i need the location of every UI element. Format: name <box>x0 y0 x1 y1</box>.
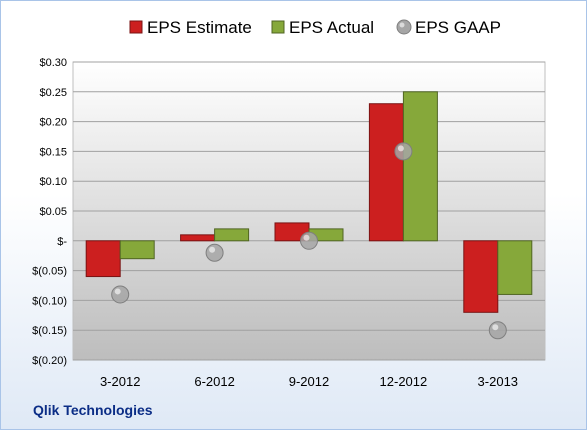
y-tick-label: $0.10 <box>39 176 67 188</box>
legend-label-eps-gaap: EPS GAAP <box>415 18 501 37</box>
x-tick-label: 9-2012 <box>289 374 329 389</box>
x-tick-label: 6-2012 <box>194 374 234 389</box>
bar-eps-actual <box>119 240 155 260</box>
marker-eps-gaap <box>300 231 318 250</box>
x-axis: 3-2012 6-2012 9-2012 12-2012 3-2013 <box>100 374 518 389</box>
y-tick-label: $(0.05) <box>32 266 67 278</box>
marker-eps-gaap <box>111 285 130 304</box>
legend-swatch-eps-actual <box>271 20 285 34</box>
marker-highlight <box>303 234 310 241</box>
bar-series <box>85 91 533 313</box>
marker-highlight <box>492 324 499 331</box>
y-tick-label: $(0.20) <box>32 355 67 367</box>
bar-eps-estimate <box>368 103 404 242</box>
y-tick-label: $0.05 <box>39 206 67 218</box>
bar-eps-estimate <box>180 234 216 242</box>
bar-eps-actual <box>402 91 438 242</box>
marker-eps-gaap <box>205 243 224 262</box>
y-tick-label: $(0.15) <box>32 325 67 337</box>
gaap-markers <box>111 142 507 340</box>
legend-label-eps-actual: EPS Actual <box>289 18 374 37</box>
y-tick-label: $0.30 <box>39 57 67 69</box>
x-tick-label: 12-2012 <box>380 374 428 389</box>
legend-label-eps-estimate: EPS Estimate <box>147 18 252 37</box>
legend-swatch-eps-estimate <box>129 20 143 34</box>
marker-eps-gaap <box>394 142 413 161</box>
bar-eps-actual <box>214 228 250 242</box>
y-tick-label: $0.20 <box>39 117 67 129</box>
marker-eps-gaap <box>488 321 507 340</box>
y-tick-label: $(0.10) <box>32 295 67 307</box>
marker-highlight <box>397 145 404 152</box>
chart-legend: EPS Estimate EPS Actual EPS GAAP <box>129 18 501 37</box>
y-tick-label: $0.15 <box>39 146 67 158</box>
x-tick-label: 3-2012 <box>100 374 140 389</box>
marker-highlight <box>209 246 216 253</box>
x-tick-label: 3-2013 <box>478 374 518 389</box>
legend-swatch-highlight <box>399 22 405 28</box>
bar-eps-estimate <box>85 240 121 278</box>
company-name: Qlik Technologies <box>33 402 153 418</box>
bar-eps-actual <box>497 240 533 295</box>
legend-swatch-eps-gaap <box>396 19 412 35</box>
bar-eps-estimate <box>463 240 499 313</box>
marker-highlight <box>114 288 121 295</box>
y-axis: $0.30 $0.25 $0.20 $0.15 $0.10 $0.05 $- $(0.05) $… <box>32 57 67 367</box>
y-tick-label: $0.25 <box>39 87 67 99</box>
y-tick-label: $- <box>57 236 67 248</box>
